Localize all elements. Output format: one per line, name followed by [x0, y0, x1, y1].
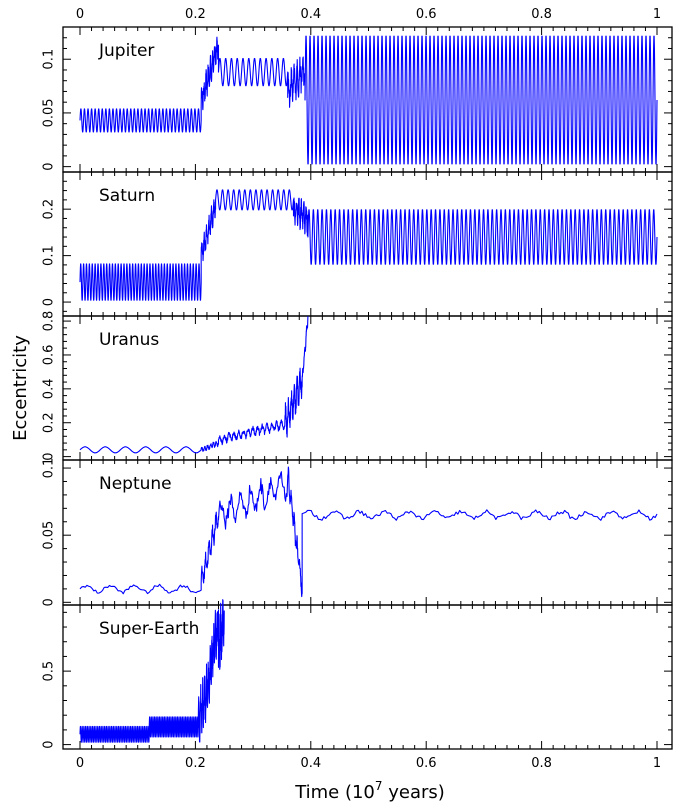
- x-tick-label-bottom: 0.8: [531, 756, 552, 771]
- panel-jupiter: 0 0.05 0.1 Jupiter: [42, 26, 673, 173]
- x-axis-label: Time (107 years): [294, 779, 445, 803]
- panel-label: Neptune: [99, 474, 172, 494]
- y-tick-label: 0: [42, 162, 57, 170]
- panel-frame: [62, 604, 673, 750]
- x-tick-label-top: 1: [653, 7, 661, 22]
- series-line-neptune: [79, 466, 658, 598]
- y-tick-label: 0.1: [42, 245, 57, 266]
- y-axis-label: Eccentricity: [10, 335, 31, 441]
- y-tick-label: 0: [42, 452, 57, 460]
- x-tick-label-top: 0: [76, 7, 84, 22]
- y-tick-label: 0.8: [42, 311, 57, 332]
- y-tick-label: 0.05: [42, 521, 57, 550]
- panel-super-earth: 0 0.5 Super-Earth: [42, 599, 673, 750]
- series-line-jupiter: [79, 35, 658, 165]
- y-tick-label: 0.2: [42, 412, 57, 433]
- x-axis-label-exponent: 7: [375, 779, 383, 793]
- x-axis-label-suffix: years): [383, 782, 445, 803]
- x-tick-label-bottom: 0: [76, 756, 84, 771]
- x-tick-label-top: 0.6: [416, 7, 437, 22]
- y-tick-label: 0.6: [42, 345, 57, 366]
- panel-label: Super-Earth: [99, 619, 199, 639]
- panel-neptune: 0 0.05 0.1 Neptune: [42, 458, 673, 606]
- x-tick-label-bottom: 0.2: [185, 756, 206, 771]
- y-tick-label: 0.05: [42, 98, 57, 127]
- y-tick-label: 0: [42, 598, 57, 606]
- y-tick-label: 0.1: [42, 458, 57, 479]
- y-tick-label: 0.5: [42, 661, 57, 682]
- y-tick-label: 0: [42, 298, 57, 306]
- panels-group: 00.050.1 Jupiter00.10.2Saturn00.20.40.60.…: [42, 7, 673, 771]
- x-tick-label-top: 0.2: [185, 7, 206, 22]
- y-tick-label: 0.2: [42, 199, 57, 220]
- panel-label: Saturn: [99, 186, 155, 206]
- series-line-super-earth: [79, 599, 225, 743]
- panel-uranus: 0 0.2 0.4 0.6 0.8 Uranus: [42, 311, 673, 461]
- x-tick-label-top: 0.4: [300, 7, 321, 22]
- series-line-uranus: [79, 316, 309, 454]
- y-tick-label: 0: [42, 740, 57, 748]
- x-tick-label-top: 0.8: [531, 7, 552, 22]
- y-tick-label: 0.1: [42, 49, 57, 70]
- panel-label: Uranus: [99, 330, 159, 350]
- x-tick-label-bottom: 0.6: [416, 756, 437, 771]
- series-line-saturn: [79, 189, 658, 301]
- x-tick-label-bottom: 1: [653, 756, 661, 771]
- x-tick-label-bottom: 0.4: [300, 756, 321, 771]
- y-tick-label: 0.4: [42, 379, 57, 400]
- x-axis-label-text: Time (10: [294, 782, 375, 803]
- panel-saturn: 0 0.1 0.2 Saturn: [42, 171, 673, 317]
- panel-label: Jupiter: [98, 41, 154, 61]
